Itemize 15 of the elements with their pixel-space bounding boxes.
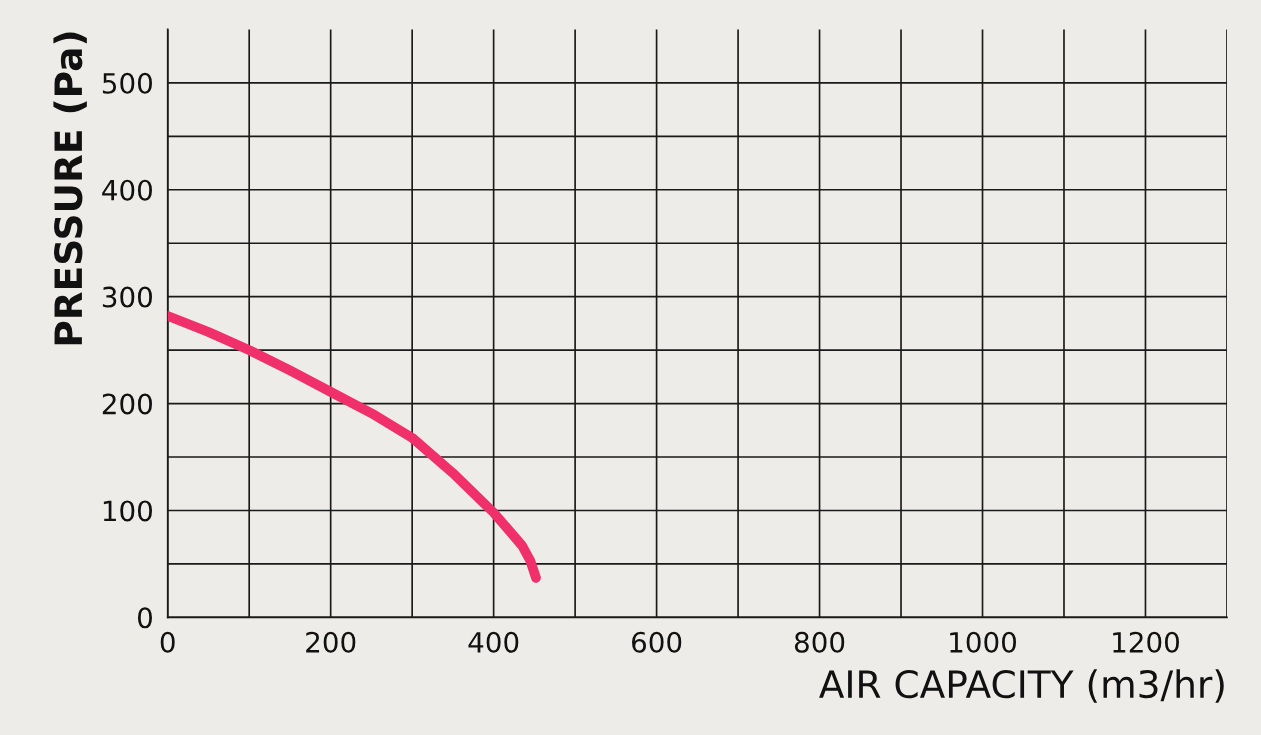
y-axis-title: PRESSURE (Pa) — [53, 32, 87, 345]
x-axis-title: AIR CAPACITY (m3/hr) — [819, 669, 1224, 703]
y-tick-label: 400 — [102, 179, 152, 201]
x-tick-label: 1200 — [1113, 631, 1179, 653]
x-tick-label: 600 — [632, 631, 682, 653]
y-tick-label: 300 — [102, 286, 152, 308]
y-tick-label: 0 — [137, 607, 152, 629]
y-tick-label: 100 — [103, 500, 152, 522]
x-tick-label: 400 — [468, 631, 519, 653]
x-tick-label: 0 — [160, 631, 175, 653]
y-tick-label: 500 — [102, 72, 152, 94]
y-tick-label: 200 — [102, 393, 152, 415]
x-tick-label: 1000 — [950, 631, 1017, 653]
x-tick-label: 200 — [306, 631, 356, 653]
x-tick-label: 800 — [794, 631, 845, 653]
